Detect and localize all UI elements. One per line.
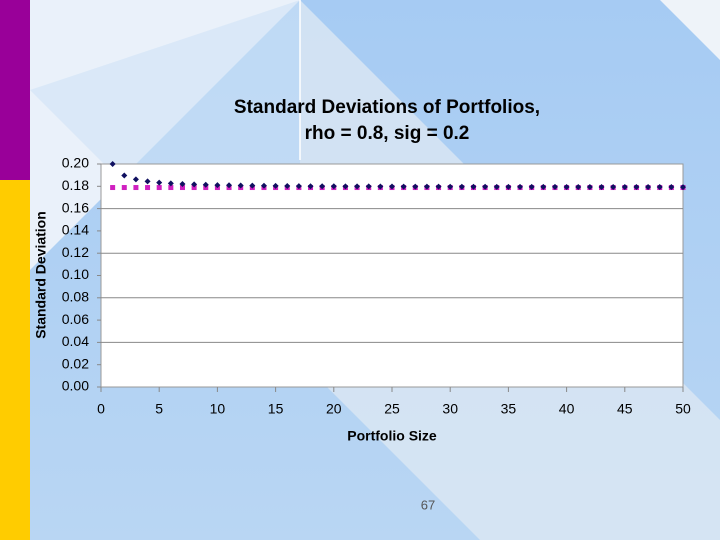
- x-tick-label: 25: [384, 401, 400, 417]
- point: [179, 185, 185, 191]
- point: [295, 183, 302, 190]
- point: [598, 183, 605, 190]
- point: [423, 183, 430, 190]
- y-tick-label: 0.20: [62, 155, 89, 171]
- point: [575, 183, 582, 190]
- point: [377, 183, 384, 190]
- x-tick-label: 30: [442, 401, 458, 417]
- point: [249, 182, 256, 189]
- point: [121, 185, 127, 191]
- point: [633, 183, 640, 190]
- point: [272, 182, 279, 189]
- point: [528, 183, 535, 190]
- point: [109, 161, 116, 167]
- point: [493, 183, 500, 190]
- x-tick-label: 15: [268, 401, 284, 417]
- point: [668, 183, 675, 190]
- point: [551, 183, 558, 190]
- point: [540, 183, 547, 190]
- y-axis-label: Standard Deviation: [33, 211, 49, 339]
- x-tick-label: 5: [155, 401, 163, 417]
- point: [214, 182, 221, 189]
- point: [145, 185, 151, 191]
- point: [144, 178, 151, 185]
- point: [517, 183, 524, 190]
- x-tick-label: 35: [501, 401, 517, 417]
- point: [307, 183, 314, 190]
- point: [179, 180, 186, 187]
- page-number: 67: [421, 497, 435, 512]
- point: [156, 185, 162, 191]
- point: [226, 182, 233, 189]
- side-bar-bottom: [0, 180, 30, 540]
- point: [156, 179, 163, 186]
- y-tick-label: 0.10: [62, 266, 89, 282]
- plot-area: [100, 163, 684, 388]
- point: [645, 183, 652, 190]
- y-tick-label: 0.14: [62, 222, 89, 238]
- point: [586, 183, 593, 190]
- point: [680, 184, 686, 191]
- point: [319, 183, 326, 190]
- point: [365, 183, 372, 190]
- point: [447, 183, 454, 190]
- y-tick-label: 0.04: [62, 333, 89, 349]
- point: [656, 183, 663, 190]
- side-bar-top: [0, 0, 30, 180]
- decor-corner: [660, 0, 720, 60]
- y-tick-label: 0.08: [62, 289, 89, 305]
- y-tick-label: 0.00: [62, 378, 89, 394]
- x-tick-label: 20: [326, 401, 342, 417]
- chart-title: Standard Deviations of Portfolios,: [234, 97, 540, 118]
- point: [354, 183, 361, 190]
- x-tick-label: 50: [675, 401, 691, 417]
- point: [260, 182, 267, 189]
- point: [505, 183, 512, 190]
- point: [284, 182, 291, 189]
- point: [470, 183, 477, 190]
- point: [167, 180, 174, 187]
- point: [191, 181, 198, 188]
- y-tick-label: 0.12: [62, 244, 89, 260]
- point: [412, 183, 419, 190]
- point: [435, 183, 442, 190]
- point: [621, 183, 628, 190]
- x-tick-label: 0: [97, 401, 105, 417]
- point: [458, 183, 465, 190]
- y-tick-label: 0.02: [62, 355, 89, 371]
- point: [202, 181, 209, 188]
- y-tick-label: 0.16: [62, 199, 89, 215]
- point: [563, 183, 570, 190]
- point: [132, 176, 139, 183]
- y-tick-label: 0.18: [62, 177, 89, 193]
- point: [110, 185, 116, 191]
- point: [330, 183, 337, 190]
- point: [168, 185, 174, 191]
- point: [400, 183, 407, 190]
- point: [389, 183, 395, 190]
- x-tick-label: 45: [617, 401, 633, 417]
- point: [191, 185, 197, 191]
- x-tick-label: 40: [559, 401, 575, 417]
- point: [133, 185, 139, 191]
- point: [482, 183, 489, 190]
- x-axis-label: Portfolio Size: [347, 428, 437, 444]
- x-tick-label: 10: [210, 401, 226, 417]
- point: [121, 172, 128, 179]
- point: [610, 183, 617, 190]
- y-tick-label: 0.06: [62, 311, 89, 327]
- chart-subtitle: rho = 0.8, sig = 0.2: [305, 123, 470, 144]
- point: [342, 183, 349, 190]
- point: [237, 182, 244, 189]
